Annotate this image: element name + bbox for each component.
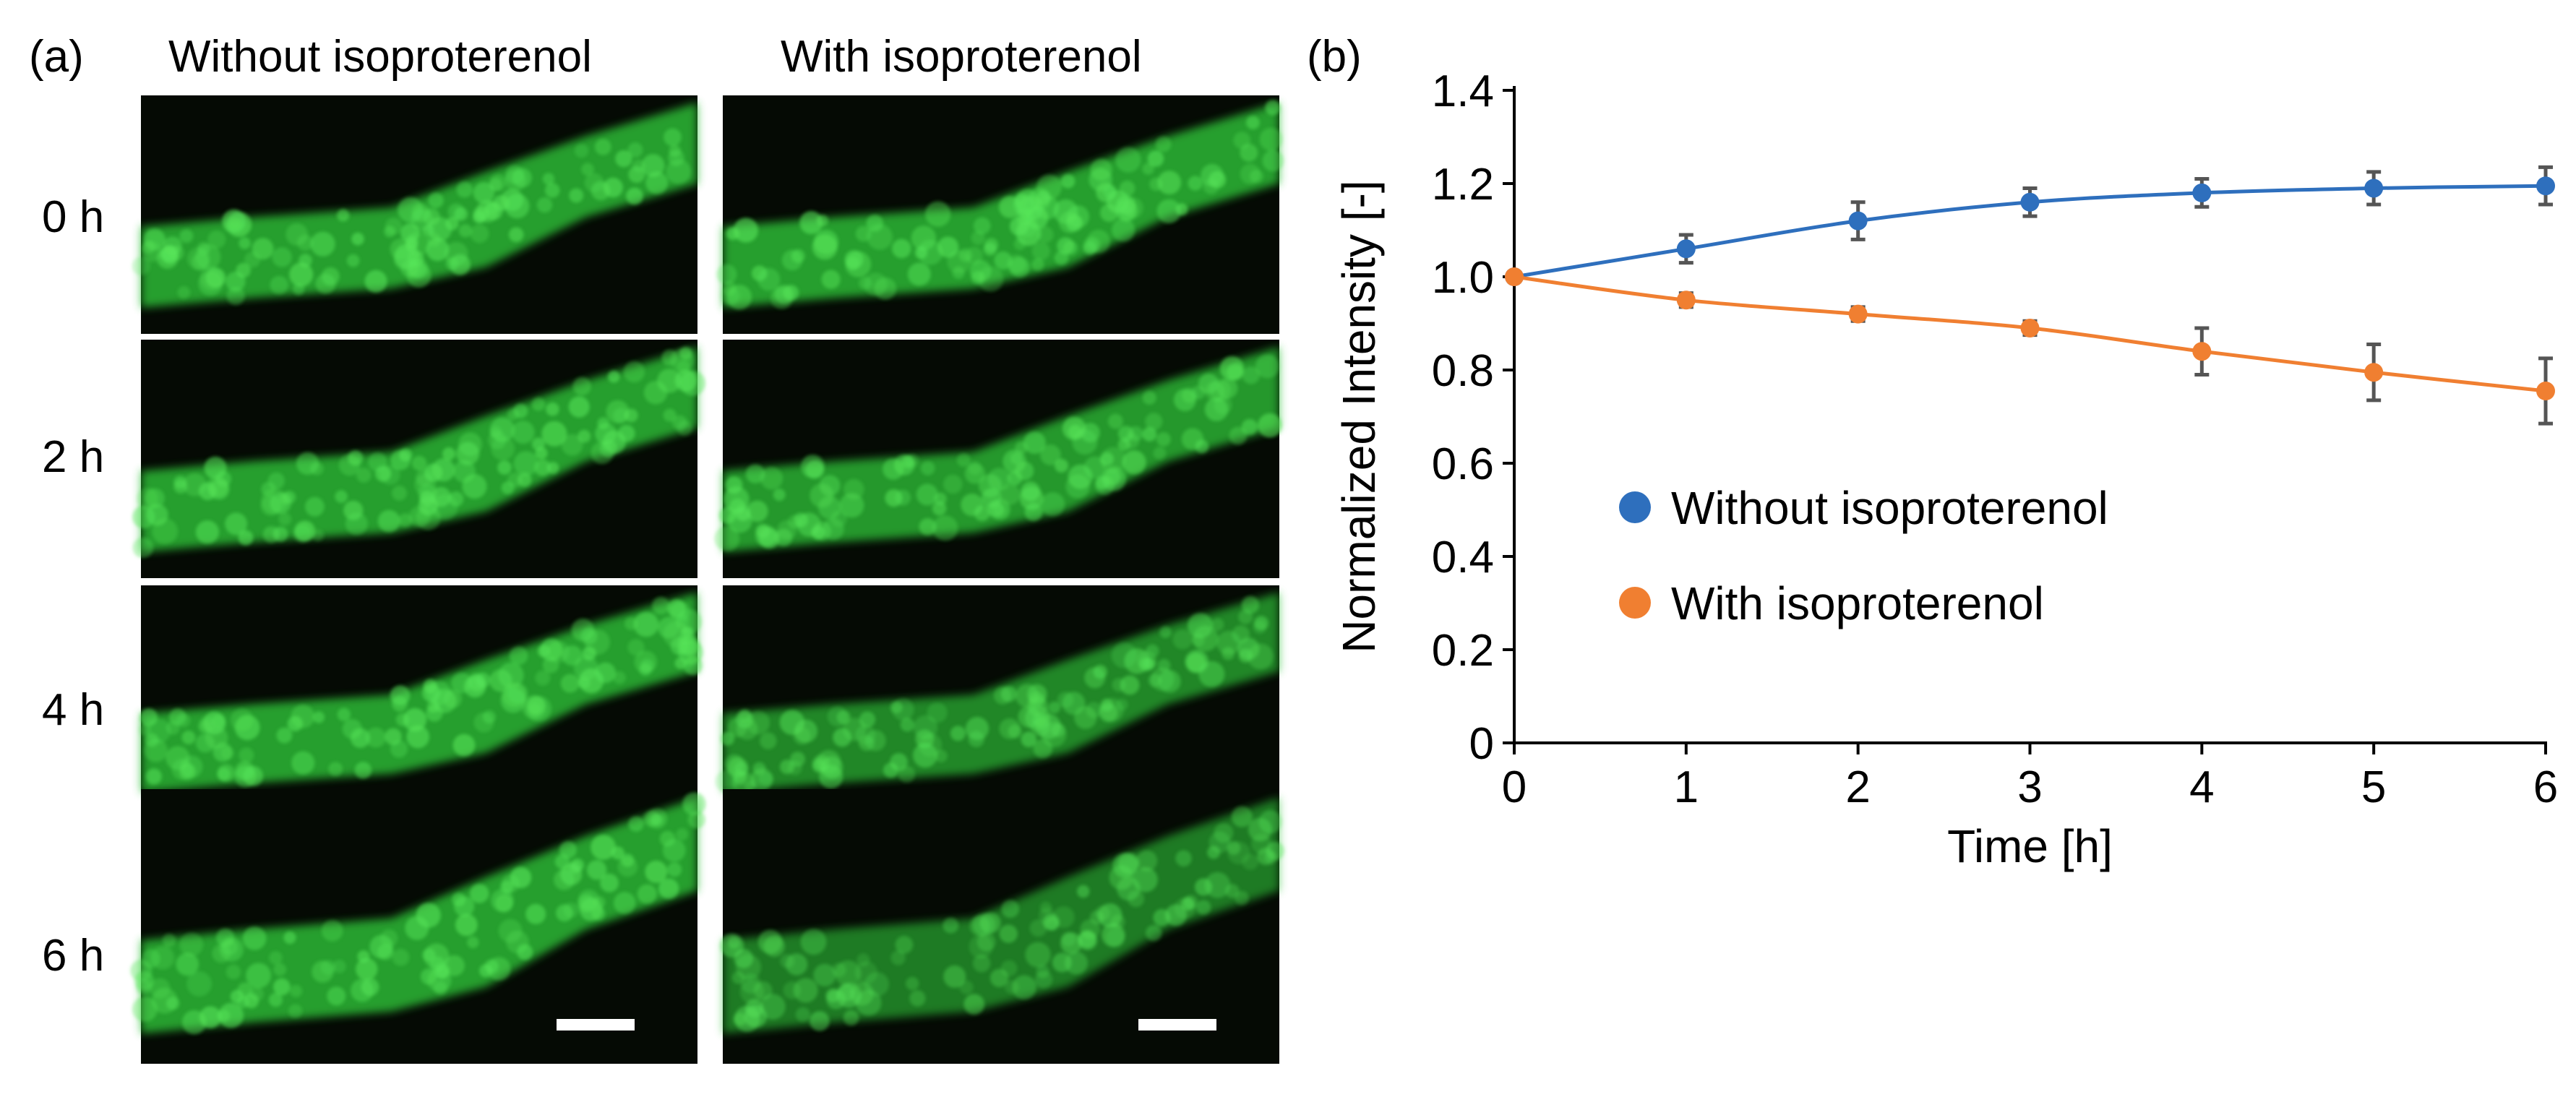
data-point bbox=[1676, 291, 1696, 310]
micrograph-tile bbox=[714, 340, 1282, 578]
y-tick-label: 1.0 bbox=[1432, 253, 1494, 303]
data-point bbox=[2020, 318, 2040, 337]
micrograph-tile bbox=[130, 789, 706, 1064]
x-tick-label: 2 bbox=[1845, 762, 1870, 812]
data-point bbox=[1676, 239, 1696, 259]
data-point bbox=[1848, 211, 1868, 231]
data-point bbox=[2192, 342, 2212, 361]
column-header-without: Without isoproterenol bbox=[168, 32, 592, 82]
micrograph-tile bbox=[716, 95, 1284, 334]
x-tick-label: 6 bbox=[2533, 762, 2558, 812]
x-tick-label: 4 bbox=[2189, 762, 2214, 812]
y-tick-label: 0 bbox=[1469, 719, 1494, 769]
data-point bbox=[2192, 183, 2212, 202]
series-with bbox=[1505, 267, 2555, 426]
y-tick-label: 0.4 bbox=[1432, 533, 1494, 582]
y-tick-label: 1.4 bbox=[1432, 66, 1494, 116]
panel-b-label: (b) bbox=[1307, 32, 1362, 82]
column-header-with: With isoproterenol bbox=[781, 32, 1142, 82]
legend-label: Without isoproterenol bbox=[1671, 482, 2108, 534]
scale-bar bbox=[1138, 1019, 1216, 1031]
micrograph-tile bbox=[715, 585, 1279, 818]
data-point bbox=[1505, 267, 1524, 286]
x-tick-label: 5 bbox=[2361, 762, 2386, 812]
legend: Without isoproterenol With isoproterenol bbox=[1619, 482, 2108, 629]
row-label-6h: 6 h bbox=[42, 931, 105, 981]
y-tick-label: 0.8 bbox=[1432, 346, 1494, 396]
series-without bbox=[1505, 165, 2555, 286]
data-point bbox=[2536, 382, 2555, 401]
scale-bar bbox=[557, 1019, 635, 1031]
data-point bbox=[2536, 176, 2555, 196]
micrograph-tile bbox=[132, 340, 705, 578]
data-point bbox=[2020, 192, 2040, 212]
y-tick-label: 0.6 bbox=[1432, 439, 1494, 489]
x-axis-label: Time [h] bbox=[1947, 820, 2113, 872]
y-tick-label: 0.2 bbox=[1432, 626, 1494, 676]
x-tick-label: 1 bbox=[1674, 762, 1699, 812]
legend-marker bbox=[1619, 587, 1651, 619]
x-tick-label: 0 bbox=[1502, 762, 1527, 812]
data-point bbox=[1848, 304, 1868, 324]
row-label-2h: 2 h bbox=[42, 432, 105, 482]
data-point bbox=[2364, 178, 2384, 198]
row-label-0h: 0 h bbox=[42, 192, 105, 242]
y-tick-label: 1.2 bbox=[1432, 160, 1494, 210]
row-label-4h: 4 h bbox=[42, 685, 105, 735]
x-tick-label: 3 bbox=[2017, 762, 2042, 812]
legend-label: With isoproterenol bbox=[1671, 577, 2044, 629]
micrograph-tile bbox=[132, 95, 697, 334]
data-point bbox=[2364, 363, 2384, 382]
legend-marker bbox=[1619, 491, 1651, 523]
y-axis-label: Normalized Intensity [-] bbox=[1333, 180, 1385, 653]
micrograph-tile bbox=[720, 789, 1284, 1064]
micrograph-tile bbox=[139, 585, 703, 818]
panel-a-label: (a) bbox=[29, 32, 84, 82]
